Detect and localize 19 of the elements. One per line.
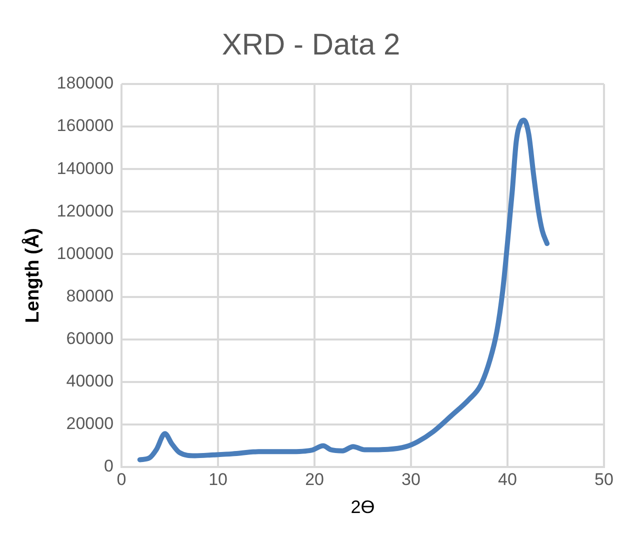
- chart-title: XRD - Data 2: [222, 28, 400, 62]
- y-tick-label: 0: [104, 456, 114, 476]
- x-tick-label: 10: [208, 470, 228, 489]
- x-tick-label: 20: [305, 470, 324, 489]
- y-tick-label: 140000: [56, 158, 114, 178]
- y-tick-label: 80000: [66, 286, 114, 306]
- x-axis-title: 2ϴ: [350, 497, 375, 518]
- y-tick-label: 160000: [56, 116, 114, 136]
- x-tick-label: 50: [594, 470, 614, 489]
- y-tick-label: 100000: [56, 244, 114, 263]
- x-tick-label: 40: [498, 470, 517, 489]
- y-tick-label: 20000: [66, 414, 114, 434]
- y-tick-label: 180000: [56, 74, 114, 93]
- x-tick-label: 30: [402, 470, 420, 489]
- y-axis-title: Length (Å): [22, 228, 44, 323]
- y-tick-label: 120000: [56, 201, 114, 220]
- y-tick-label: 60000: [66, 329, 114, 348]
- x-tick-label: 0: [116, 470, 126, 489]
- y-tick-label: 40000: [66, 372, 114, 391]
